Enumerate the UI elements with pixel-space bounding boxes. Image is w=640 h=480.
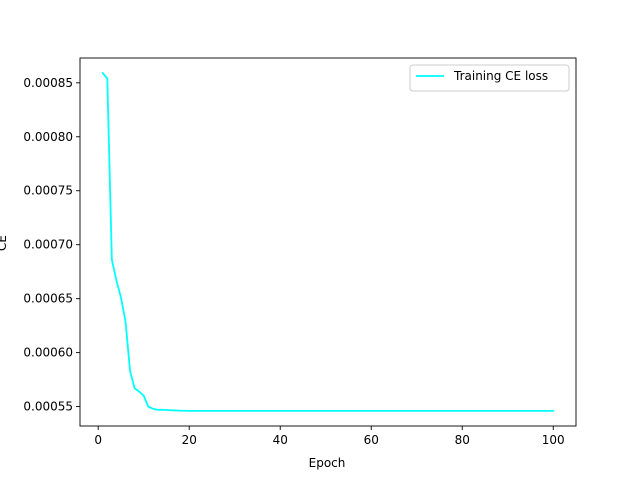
- series-line-0: [101, 71, 555, 412]
- y-tick-label: 0.00065: [23, 292, 73, 306]
- plot-area: [79, 57, 577, 427]
- legend-label: Training CE loss: [453, 69, 548, 83]
- legend-box: [409, 64, 570, 92]
- x-tick-label: 0: [94, 433, 102, 447]
- y-tick-label: 0.00085: [23, 76, 73, 90]
- axes-frame: [79, 57, 577, 427]
- y-axis-label: CE: [0, 235, 9, 251]
- x-tick-label: 40: [273, 433, 288, 447]
- legend: Training CE loss: [409, 64, 570, 92]
- x-tick-label: 60: [364, 433, 379, 447]
- y-tick-label: 0.00070: [23, 238, 73, 252]
- x-tick-label: 100: [542, 433, 565, 447]
- y-tick-label: 0.00080: [23, 130, 73, 144]
- x-tick-label: 20: [182, 433, 197, 447]
- x-axis-label: Epoch: [309, 456, 346, 470]
- y-tick-label: 0.00075: [23, 184, 73, 198]
- y-tick-label: 0.00060: [23, 346, 73, 360]
- y-tick-label: 0.00055: [23, 400, 73, 414]
- x-tick-label: 80: [455, 433, 470, 447]
- axes-ticks: 0 20 40 60 80 100 0.00055 0.00060 0.00065 0.00070…: [23, 76, 564, 447]
